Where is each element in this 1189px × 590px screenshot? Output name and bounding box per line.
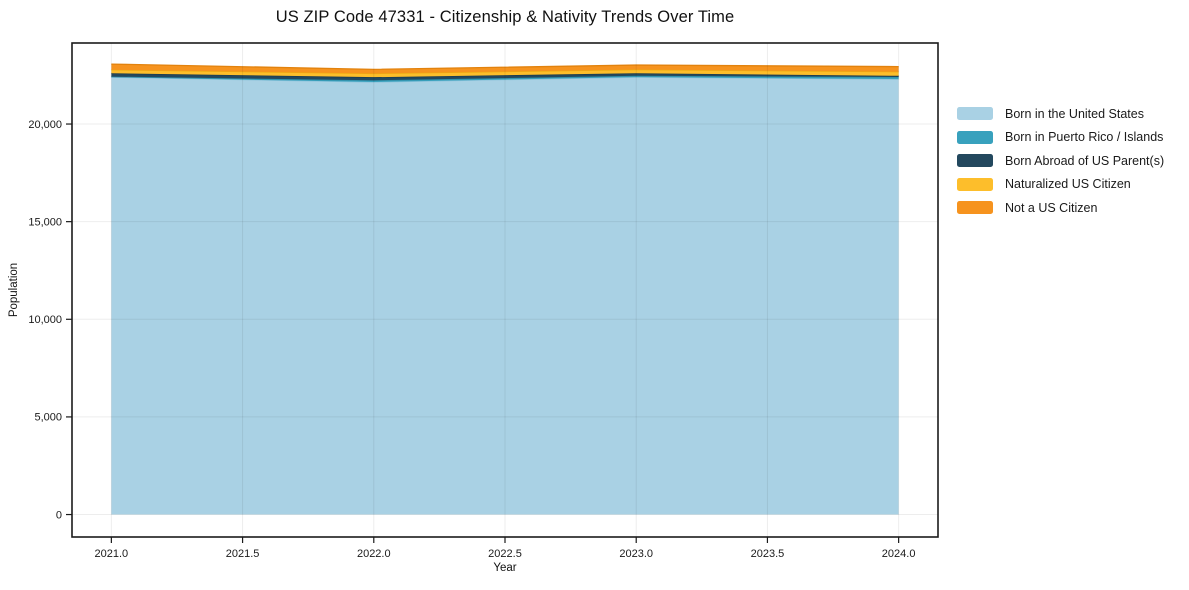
legend-label-4: Not a US Citizen: [1005, 200, 1098, 215]
legend-label-1: Born in Puerto Rico / Islands: [1005, 130, 1164, 145]
legend-item-3: Naturalized US Citizen: [957, 175, 1164, 195]
y-tick-label: 10,000: [28, 314, 62, 326]
area-band-0: [111, 77, 899, 515]
legend-swatch-0: [957, 107, 993, 121]
y-tick-label: 20,000: [28, 119, 62, 131]
chart-title: US ZIP Code 47331 - Citizenship & Nativi…: [275, 8, 735, 26]
x-tick-label: 2021.5: [226, 548, 260, 560]
x-tick-label: 2022.0: [357, 548, 391, 560]
y-tick-label: 0: [56, 509, 62, 521]
legend-item-4: Not a US Citizen: [957, 198, 1164, 218]
x-tick-label: 2023.0: [619, 548, 653, 560]
area-band-3: [111, 69, 899, 78]
y-tick-label: 15,000: [28, 216, 62, 228]
legend-label-0: Born in the United States: [1005, 106, 1144, 121]
area-topline-1: [111, 75, 899, 81]
legend-swatch-1: [957, 130, 993, 144]
x-tick-label: 2022.5: [488, 548, 522, 560]
legend-item-2: Born Abroad of US Parent(s): [957, 151, 1164, 171]
x-tick-label: 2021.0: [95, 548, 129, 560]
area-topline-4: [111, 63, 899, 71]
x-tick-label: 2023.5: [751, 548, 785, 560]
y-tick-label: 5,000: [34, 412, 62, 424]
legend-swatch-4: [957, 201, 993, 215]
legend-swatch-2: [957, 154, 993, 168]
legend-item-1: Born in Puerto Rico / Islands: [957, 128, 1164, 148]
area-topline-2: [111, 72, 899, 78]
legend-label-2: Born Abroad of US Parent(s): [1005, 153, 1165, 168]
legend-swatch-3: [957, 177, 993, 191]
x-axis-label: Year: [493, 562, 517, 574]
area-topline-0: [111, 76, 899, 83]
x-tick-label: 2024.0: [882, 548, 916, 560]
legend-label-3: Naturalized US Citizen: [1005, 177, 1131, 192]
area-band-1: [111, 75, 899, 83]
area-band-2: [111, 73, 899, 81]
area-band-4: [111, 64, 899, 74]
legend: Born in the United States Born in Puerto …: [957, 104, 1164, 218]
legend-item-0: Born in the United States: [957, 104, 1164, 124]
